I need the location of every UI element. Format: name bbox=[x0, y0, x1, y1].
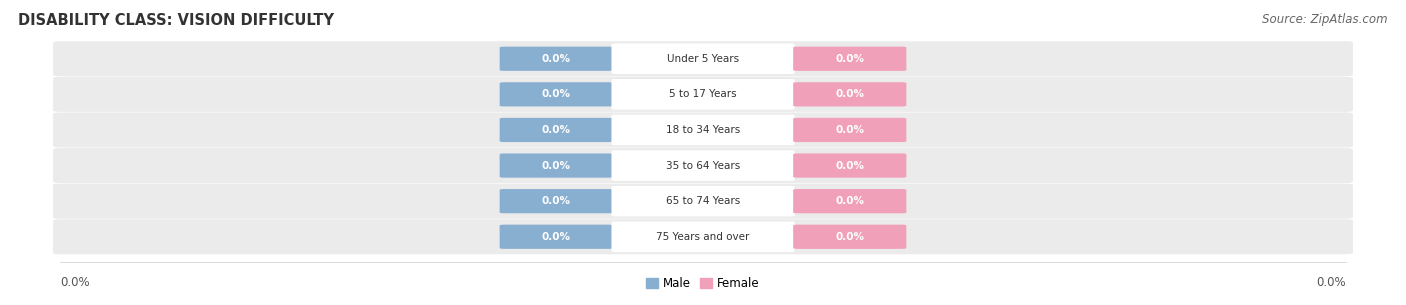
FancyBboxPatch shape bbox=[612, 79, 794, 110]
FancyBboxPatch shape bbox=[53, 219, 1353, 254]
Text: 75 Years and over: 75 Years and over bbox=[657, 232, 749, 242]
FancyBboxPatch shape bbox=[612, 221, 794, 252]
FancyBboxPatch shape bbox=[612, 43, 794, 74]
FancyBboxPatch shape bbox=[793, 225, 907, 249]
Text: 0.0%: 0.0% bbox=[541, 160, 571, 170]
FancyBboxPatch shape bbox=[499, 118, 613, 142]
FancyBboxPatch shape bbox=[53, 184, 1353, 219]
Text: 0.0%: 0.0% bbox=[541, 125, 571, 135]
FancyBboxPatch shape bbox=[612, 115, 794, 145]
Text: 0.0%: 0.0% bbox=[835, 125, 865, 135]
FancyBboxPatch shape bbox=[793, 118, 907, 142]
FancyBboxPatch shape bbox=[499, 153, 613, 178]
Text: DISABILITY CLASS: VISION DIFFICULTY: DISABILITY CLASS: VISION DIFFICULTY bbox=[18, 13, 335, 28]
FancyBboxPatch shape bbox=[53, 41, 1353, 76]
FancyBboxPatch shape bbox=[53, 148, 1353, 183]
Text: 0.0%: 0.0% bbox=[835, 89, 865, 99]
Text: 5 to 17 Years: 5 to 17 Years bbox=[669, 89, 737, 99]
FancyBboxPatch shape bbox=[793, 189, 907, 213]
FancyBboxPatch shape bbox=[793, 82, 907, 106]
FancyBboxPatch shape bbox=[612, 186, 794, 217]
Text: 0.0%: 0.0% bbox=[541, 196, 571, 206]
FancyBboxPatch shape bbox=[499, 189, 613, 213]
FancyBboxPatch shape bbox=[793, 153, 907, 178]
Text: 0.0%: 0.0% bbox=[541, 232, 571, 242]
Text: 35 to 64 Years: 35 to 64 Years bbox=[666, 160, 740, 170]
Text: Source: ZipAtlas.com: Source: ZipAtlas.com bbox=[1263, 13, 1388, 26]
FancyBboxPatch shape bbox=[53, 77, 1353, 112]
Legend: Male, Female: Male, Female bbox=[641, 272, 765, 295]
FancyBboxPatch shape bbox=[499, 82, 613, 106]
Text: 0.0%: 0.0% bbox=[835, 232, 865, 242]
FancyBboxPatch shape bbox=[53, 113, 1353, 147]
Text: 65 to 74 Years: 65 to 74 Years bbox=[666, 196, 740, 206]
Text: Under 5 Years: Under 5 Years bbox=[666, 54, 740, 64]
Text: 0.0%: 0.0% bbox=[1316, 276, 1346, 289]
Text: 0.0%: 0.0% bbox=[835, 54, 865, 64]
Text: 0.0%: 0.0% bbox=[60, 276, 90, 289]
FancyBboxPatch shape bbox=[499, 225, 613, 249]
Text: 0.0%: 0.0% bbox=[541, 89, 571, 99]
Text: 0.0%: 0.0% bbox=[835, 196, 865, 206]
FancyBboxPatch shape bbox=[499, 47, 613, 71]
Text: 0.0%: 0.0% bbox=[835, 160, 865, 170]
FancyBboxPatch shape bbox=[612, 150, 794, 181]
Text: 0.0%: 0.0% bbox=[541, 54, 571, 64]
Text: 18 to 34 Years: 18 to 34 Years bbox=[666, 125, 740, 135]
FancyBboxPatch shape bbox=[793, 47, 907, 71]
